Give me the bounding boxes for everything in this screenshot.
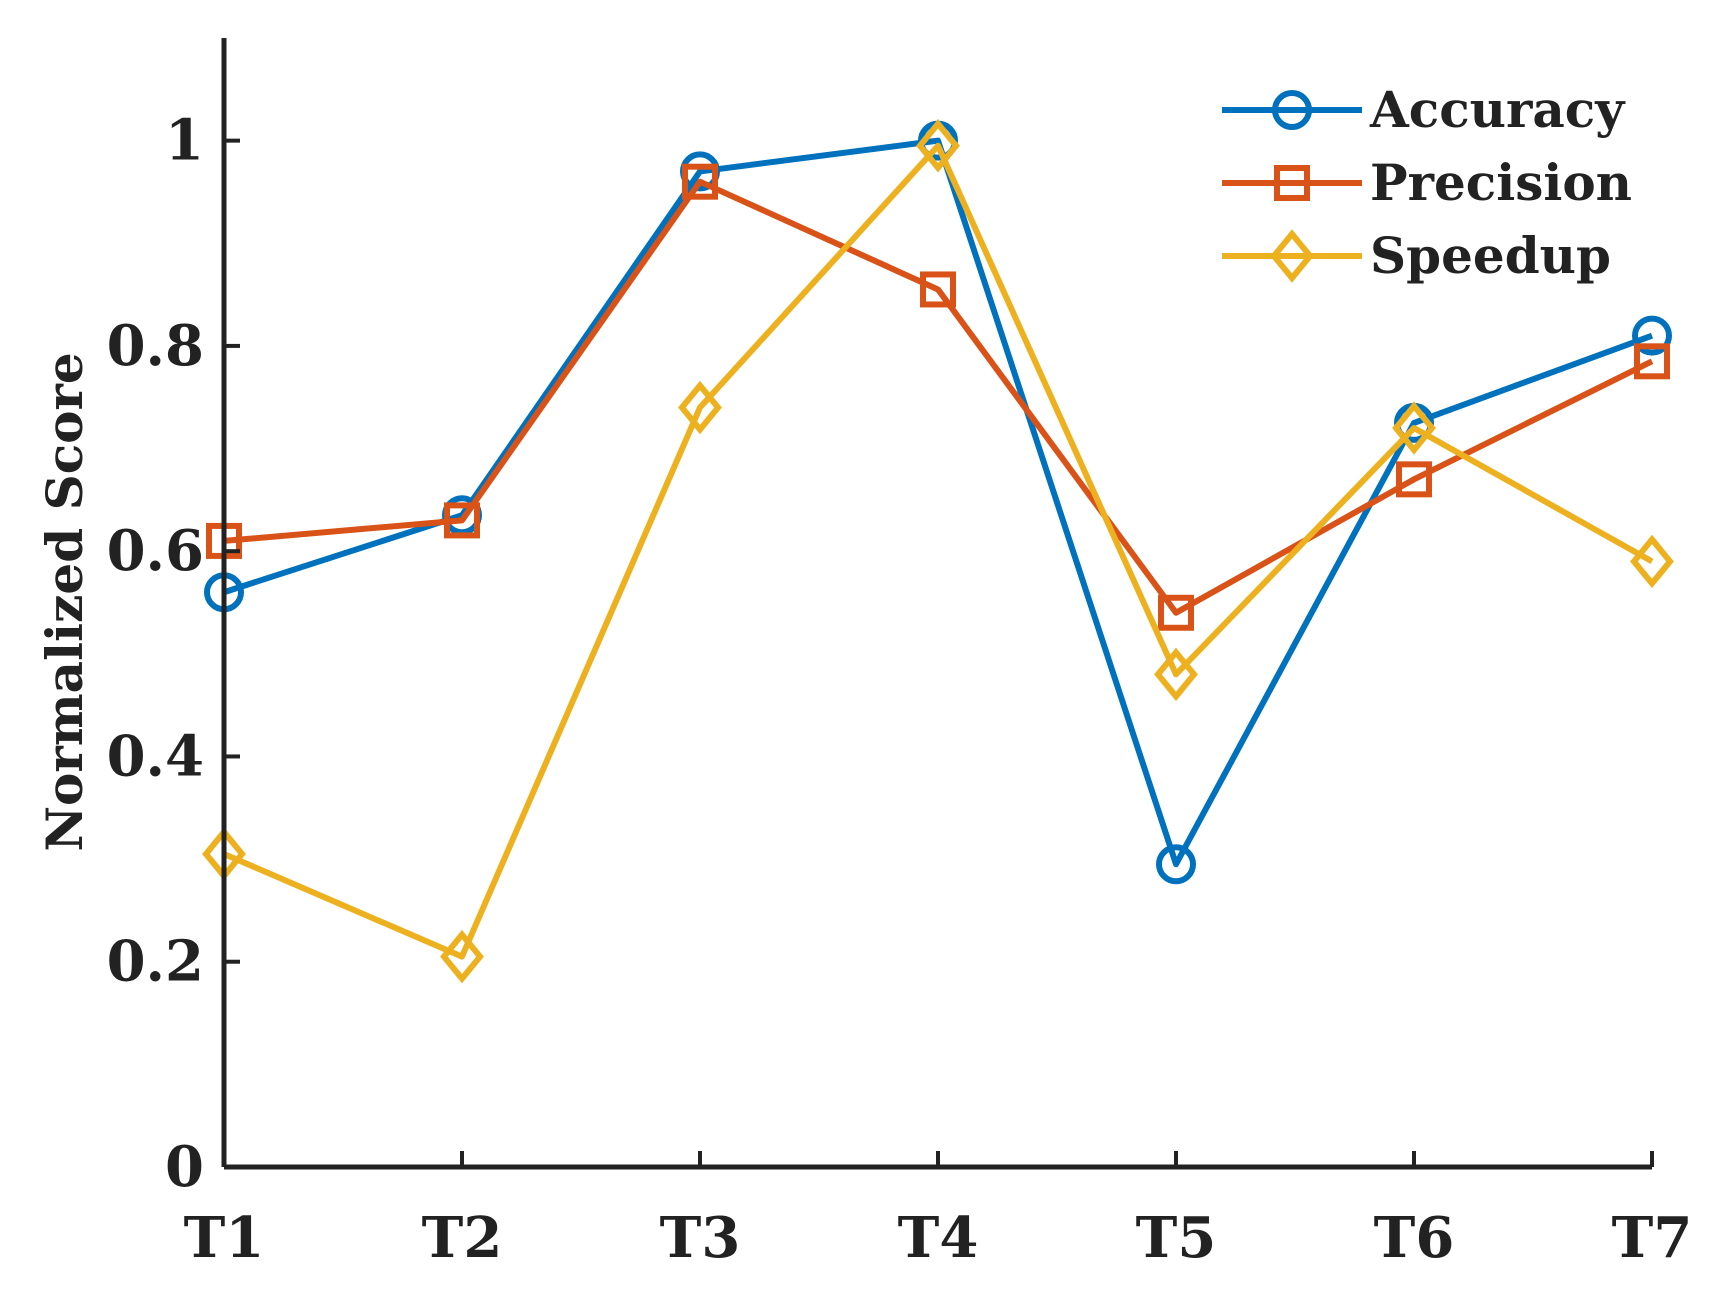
data-point-precision	[444, 502, 480, 539]
legend-item-speedup: Speedup	[1222, 226, 1611, 285]
series-speedup	[202, 119, 1674, 984]
legend: Accuracy Precision Speedup	[1222, 80, 1632, 285]
data-point-speedup	[678, 380, 722, 435]
y-tick-label: 0.4	[107, 723, 204, 789]
legend-marker	[1270, 229, 1314, 283]
y-tick-label: 0.8	[107, 313, 204, 379]
legend-marker	[1272, 90, 1312, 130]
legend-item-precision: Precision	[1222, 153, 1632, 212]
series-line-speedup	[222, 142, 1654, 960]
data-point-precision	[920, 271, 956, 308]
data-point-accuracy	[1156, 844, 1196, 885]
y-tick-label: 0.2	[107, 929, 204, 995]
data-point-speedup	[1154, 647, 1198, 702]
legend-label: Precision	[1370, 153, 1632, 212]
ticks-layer: 0 0.2 0.4 0.6 0.8 1 T1 T2 T3 T4 T5 T6 T7	[107, 108, 1693, 1271]
data-point-accuracy	[1632, 315, 1672, 356]
legend-item-accuracy: Accuracy	[1222, 80, 1626, 139]
x-tick-label: T3	[660, 1205, 741, 1271]
x-tick-label: T7	[1612, 1205, 1693, 1271]
legend-marker	[1274, 165, 1310, 201]
legend-label: Speedup	[1370, 226, 1611, 285]
legend-label: Accuracy	[1369, 80, 1626, 139]
x-tick-label: T5	[1136, 1205, 1217, 1271]
data-point-speedup	[1630, 534, 1674, 589]
data-point-precision	[1396, 461, 1432, 498]
series-line-precision	[223, 178, 1654, 616]
data-point-precision	[1634, 343, 1670, 380]
y-tick-label: 1	[165, 108, 204, 174]
data-point-speedup	[916, 119, 960, 173]
x-tick-label: T2	[422, 1205, 503, 1271]
data-point-precision	[1158, 594, 1194, 631]
y-tick-label: 0.6	[107, 518, 204, 584]
y-axis-title: Normalized Score	[35, 352, 94, 851]
y-tick-label: 0	[165, 1134, 204, 1200]
data-point-speedup	[1392, 401, 1436, 455]
x-tick-label: T6	[1374, 1205, 1455, 1271]
data-point-precision	[682, 163, 718, 200]
data-point-speedup	[440, 929, 484, 984]
x-tick-label: T1	[184, 1205, 265, 1271]
x-tick-label: T4	[898, 1205, 979, 1271]
